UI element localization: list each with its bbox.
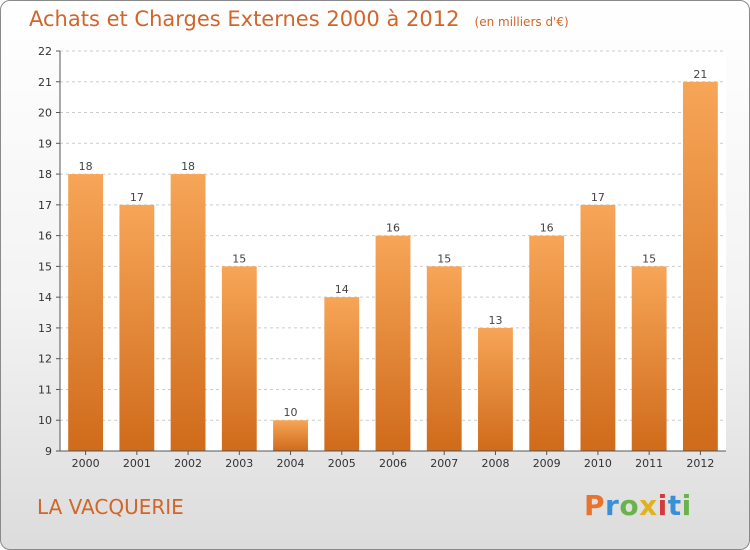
logo-letter: r	[605, 489, 620, 522]
y-tick-label: 10	[38, 414, 52, 427]
data-label: 13	[488, 314, 502, 327]
x-tick-label: 2003	[225, 457, 253, 470]
bar-2005	[324, 297, 360, 451]
logo-letter: i	[681, 489, 692, 522]
data-label: 14	[335, 283, 349, 296]
bar-2012	[682, 81, 718, 452]
data-label: 15	[232, 252, 246, 265]
data-label: 15	[642, 252, 656, 265]
y-tick-label: 11	[38, 383, 52, 396]
labels: 9 10 11 12 13 14 15 16 17 18 19 20 21 22 18 2000 17 2001 1…	[38, 45, 714, 470]
x-tick-label: 2007	[430, 457, 458, 470]
y-tick-label: 21	[38, 76, 52, 89]
chart-title: Achats et Charges Externes 2000 à 2012	[29, 7, 460, 31]
place-name: LA VACQUERIE	[37, 495, 184, 519]
y-tick-label: 22	[38, 45, 52, 58]
logo-letter: P	[584, 489, 606, 522]
bar-2008	[478, 327, 513, 451]
bar-2006	[375, 235, 411, 451]
bar-2010	[580, 204, 616, 451]
data-label: 10	[284, 406, 298, 419]
bar-2004	[273, 420, 308, 451]
x-tick-label: 2011	[635, 457, 663, 470]
y-tick-label: 14	[38, 291, 52, 304]
data-label: 16	[540, 222, 554, 235]
x-tick-label: 2008	[481, 457, 509, 470]
x-tick-label: 2000	[72, 457, 100, 470]
y-tick-label: 15	[38, 260, 52, 273]
x-tick-label: 2002	[174, 457, 202, 470]
y-tick-label: 17	[38, 199, 52, 212]
bar-2009	[529, 235, 565, 451]
x-tick-label: 2012	[686, 457, 714, 470]
chart-title-row: Achats et Charges Externes 2000 à 2012 (…	[29, 7, 569, 31]
data-label: 17	[591, 191, 605, 204]
logo-letter: t	[667, 489, 682, 522]
bar-2000	[68, 174, 104, 452]
y-tick-label: 13	[38, 322, 52, 335]
y-tick-label: 18	[38, 168, 52, 181]
bar-2007	[426, 266, 462, 451]
y-tick-label: 20	[38, 107, 52, 120]
bar-2001	[119, 204, 155, 451]
y-tick-label: 16	[38, 230, 52, 243]
axes	[56, 50, 726, 455]
bar-2002	[170, 174, 206, 452]
data-label: 18	[181, 160, 195, 173]
x-tick-label: 2004	[277, 457, 305, 470]
bar-2003	[221, 266, 257, 451]
x-tick-label: 2001	[123, 457, 151, 470]
x-tick-label: 2006	[379, 457, 407, 470]
data-label: 18	[79, 160, 93, 173]
data-label: 17	[130, 191, 144, 204]
x-tick-label: 2005	[328, 457, 356, 470]
bar-2011	[631, 266, 667, 451]
x-tick-label: 2010	[584, 457, 612, 470]
x-tick-label: 2009	[533, 457, 561, 470]
data-label: 15	[437, 252, 451, 265]
data-label: 21	[693, 68, 707, 81]
logo-letter: x	[639, 489, 658, 522]
logo-letter: i	[657, 489, 668, 522]
y-tick-label: 9	[45, 445, 52, 458]
y-tick-label: 12	[38, 353, 52, 366]
logo-letter: o	[619, 489, 640, 522]
chart-unit-note: (en milliers d'€)	[474, 15, 569, 29]
proxiti-logo: Proxiti	[584, 489, 692, 522]
data-label: 16	[386, 222, 400, 235]
y-tick-label: 19	[38, 137, 52, 150]
bars	[68, 81, 718, 452]
